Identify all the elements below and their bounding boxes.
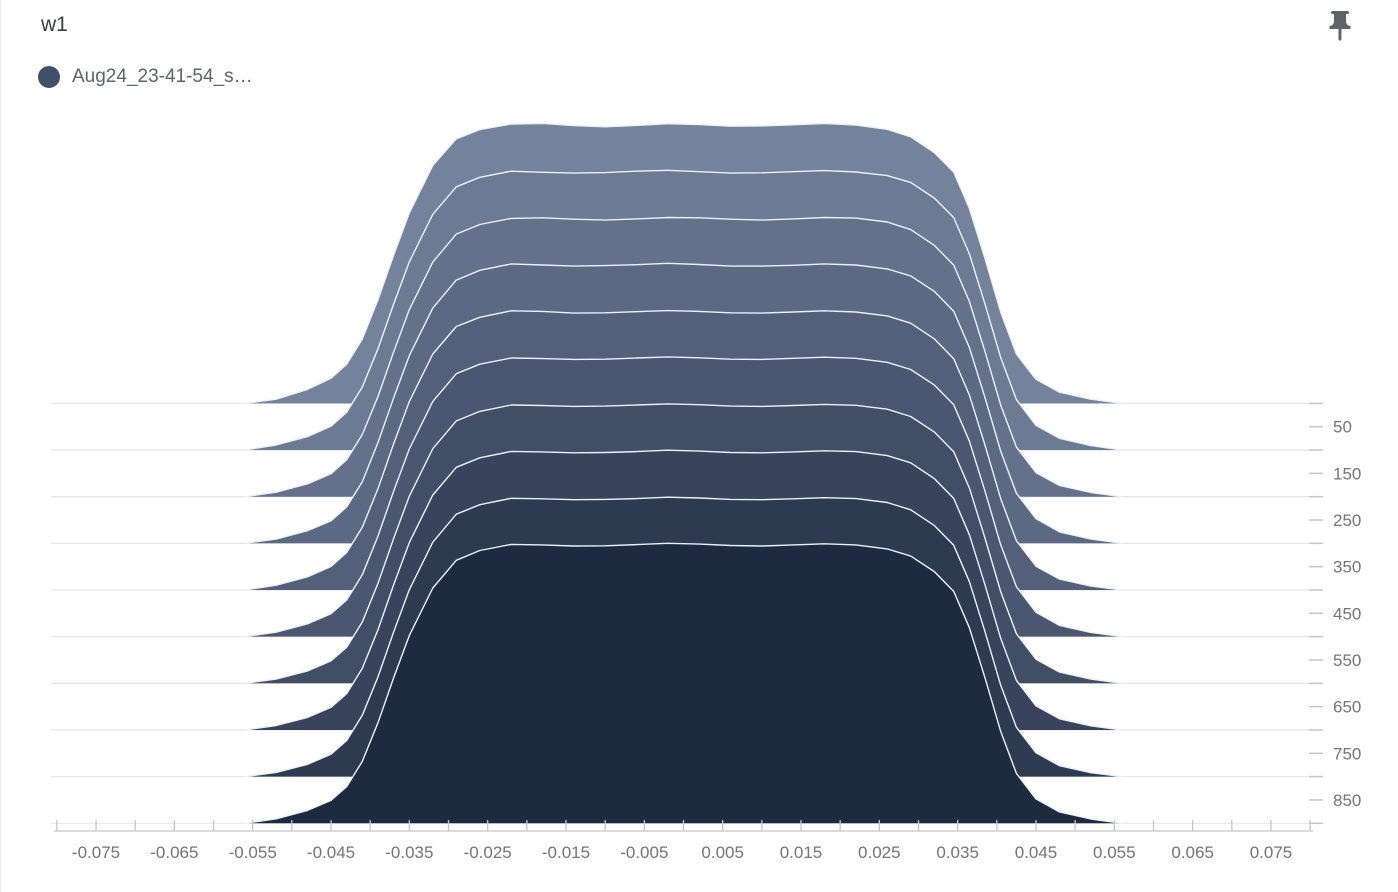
histogram-slice-outline (244, 496, 1123, 778)
x-tick-label: 0.045 (1015, 843, 1058, 862)
x-tick-label: 0.005 (701, 843, 744, 862)
histogram-slice-outline (244, 542, 1123, 824)
card-header: w1 (41, 12, 68, 38)
step-tick-label: 350 (1333, 558, 1361, 577)
x-tick-label: -0.075 (72, 843, 120, 862)
legend-run-dot (38, 66, 60, 88)
x-tick-label: -0.065 (150, 843, 198, 862)
card-title: w1 (41, 13, 68, 36)
x-tick-label: -0.025 (464, 843, 512, 862)
histogram-slice-outline (244, 403, 1123, 684)
histogram-slice-outline (244, 169, 1123, 451)
histogram-slice-outline (244, 122, 1123, 405)
step-tick-label: 850 (1333, 791, 1361, 810)
pin-icon (1329, 11, 1351, 41)
x-tick-label: 0.015 (780, 843, 823, 862)
histogram-slice-outline (244, 356, 1123, 638)
step-tick-label: 550 (1333, 651, 1361, 670)
x-tick-label: -0.035 (385, 843, 433, 862)
x-tick-label: 0.055 (1093, 843, 1136, 862)
x-tick-label: 0.075 (1250, 843, 1293, 862)
histogram-slice-outline (244, 216, 1123, 498)
pin-button[interactable] (1318, 4, 1362, 48)
x-tick-label: 0.025 (858, 843, 901, 862)
step-tick-label: 250 (1333, 511, 1361, 530)
x-tick-label: -0.045 (307, 843, 355, 862)
x-tick-label: -0.055 (229, 843, 277, 862)
x-tick-label: 0.065 (1171, 843, 1214, 862)
histogram-slice-outline (244, 262, 1123, 544)
step-tick-label: 150 (1333, 464, 1361, 483)
x-tick-label: 0.035 (936, 843, 979, 862)
x-tick-label: -0.015 (542, 843, 590, 862)
x-tick-label: -0.005 (620, 843, 668, 862)
histogram-slice-outline (244, 449, 1123, 731)
legend: Aug24_23-41-54_s… (38, 66, 253, 88)
step-tick-label: 50 (1333, 418, 1352, 437)
histogram-slice[interactable] (244, 543, 1123, 824)
histogram-slice-outline (244, 309, 1123, 591)
legend-run-label[interactable]: Aug24_23-41-54_s… (72, 66, 253, 87)
step-tick-label: 650 (1333, 698, 1361, 717)
step-tick-label: 750 (1333, 744, 1361, 763)
step-tick-label: 450 (1333, 604, 1361, 623)
